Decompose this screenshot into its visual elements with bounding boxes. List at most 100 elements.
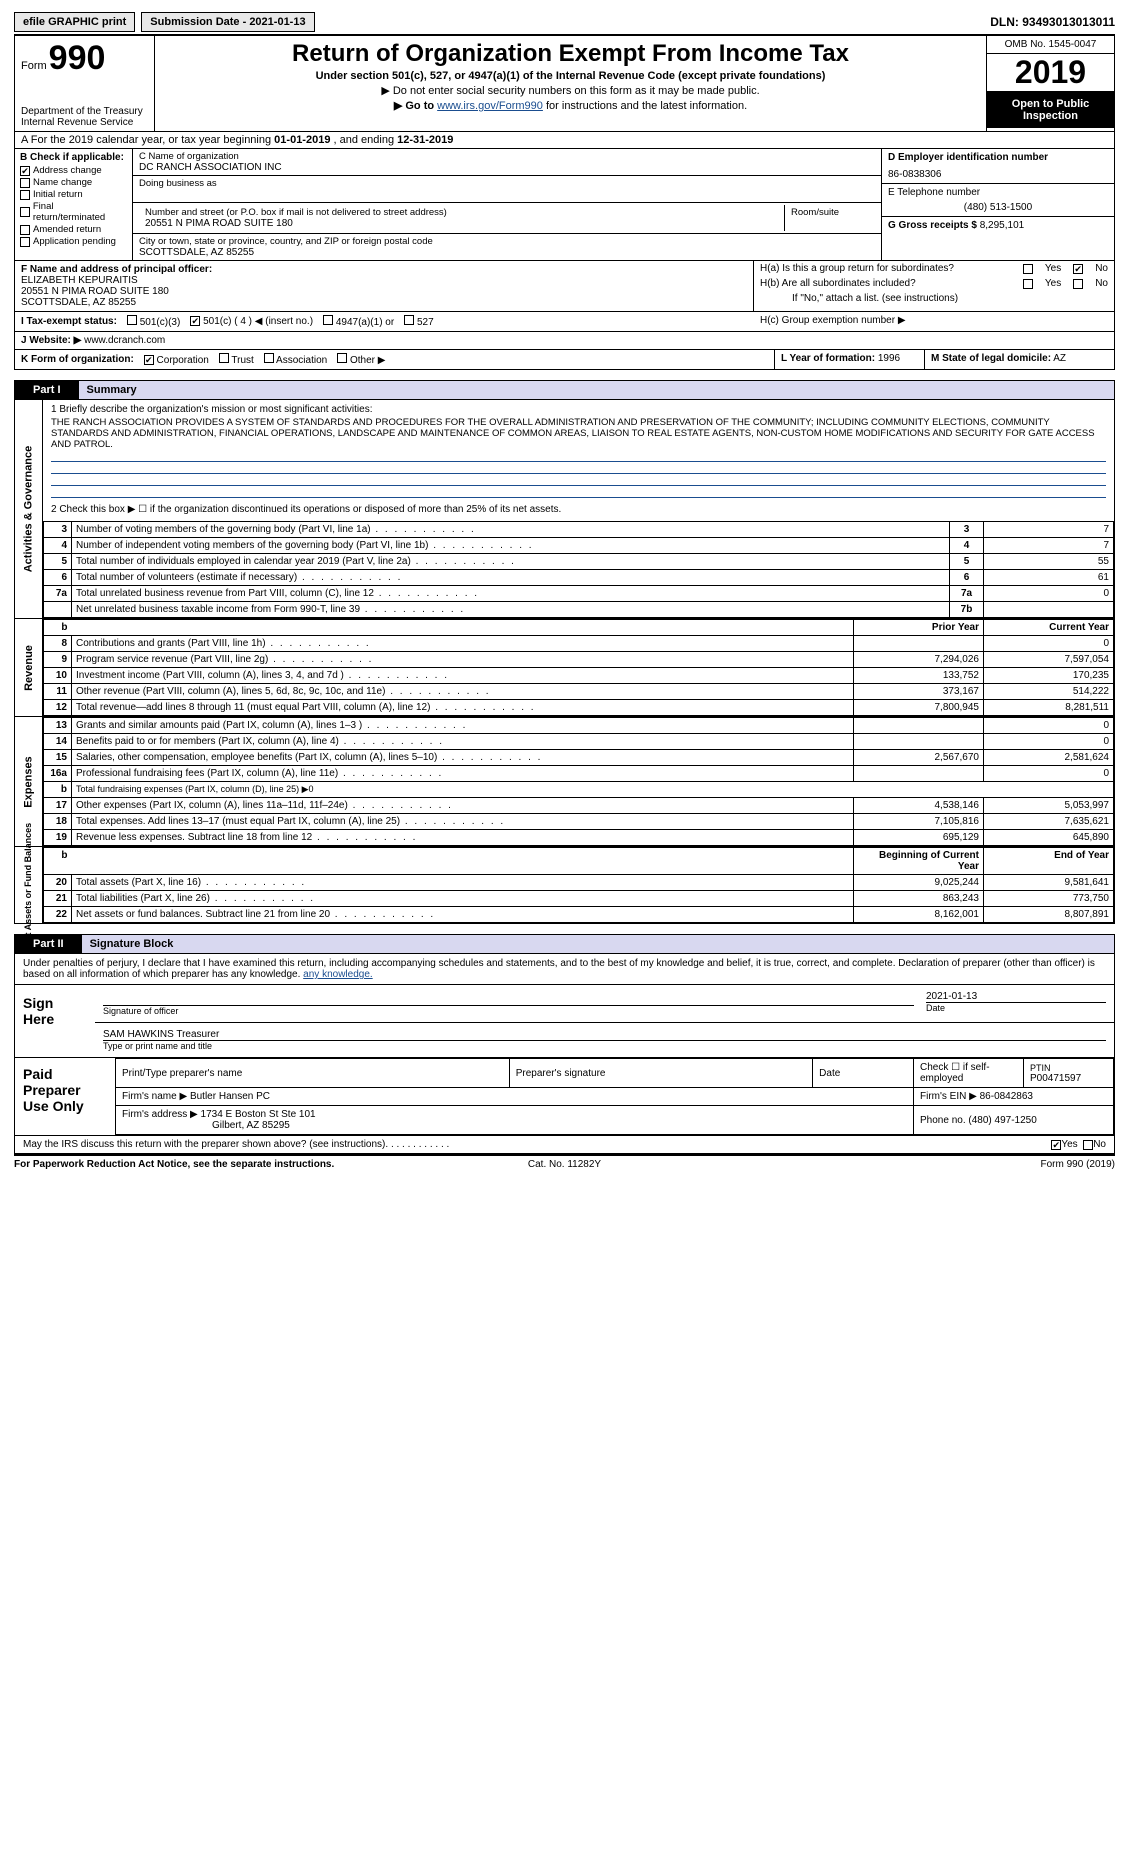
b-checkbox-3[interactable] [20, 207, 30, 217]
sig-officer-label: Signature of officer [103, 1005, 914, 1016]
open-to-public: Open to Public Inspection [987, 92, 1114, 128]
firm-addr1: 1734 E Boston St Ste 101 [201, 1109, 316, 1120]
tax-year: 2019 [987, 54, 1114, 92]
firm-name: Butler Hansen PC [190, 1091, 270, 1102]
street-address: 20551 N PIMA ROAD SUITE 180 [145, 218, 778, 229]
form-label: Form [21, 60, 47, 72]
paid-preparer-label: Paid Preparer Use Only [15, 1058, 115, 1135]
dept-label: Department of the Treasury Internal Reve… [21, 106, 148, 128]
q2-label: 2 Check this box ▶ ☐ if the organization… [51, 504, 1106, 515]
d-label: D Employer identification number [888, 152, 1048, 163]
city-state-zip: SCOTTSDALE, AZ 85255 [139, 247, 875, 258]
typed-name-label: Type or print name and title [103, 1040, 1106, 1051]
firm-ein: 86-0842863 [980, 1091, 1033, 1102]
b-checkbox-0[interactable] [20, 166, 30, 176]
firm-phone: (480) 497-1250 [968, 1115, 1036, 1126]
city-label: City or town, state or province, country… [139, 236, 875, 247]
section-b: B Check if applicable: Address changeNam… [15, 149, 133, 260]
b-checkbox-2[interactable] [20, 190, 30, 200]
k-checkbox-3[interactable] [337, 353, 347, 363]
perjury-statement: Under penalties of perjury, I declare th… [15, 954, 1114, 984]
submission-date: Submission Date - 2021-01-13 [141, 12, 314, 32]
firm-addr2: Gilbert, AZ 85295 [212, 1120, 290, 1131]
ag-table: 3Number of voting members of the governi… [43, 521, 1114, 618]
i-501c-checkbox[interactable] [190, 316, 200, 326]
i-527-checkbox[interactable] [404, 315, 414, 325]
officer-addr1: 20551 N PIMA ROAD SUITE 180 [21, 286, 169, 297]
date-label: Date [926, 1002, 1106, 1013]
org-name: DC RANCH ASSOCIATION INC [139, 162, 875, 173]
may-yes-checkbox[interactable] [1051, 1140, 1061, 1150]
section-k: K Form of organization: Corporation Trus… [15, 350, 774, 369]
any-knowledge-link[interactable]: any knowledge. [303, 969, 373, 980]
subtitle-3-pre: ▶ Go to [394, 100, 437, 112]
paperwork-notice: For Paperwork Reduction Act Notice, see … [14, 1159, 381, 1170]
officer-typed-name: SAM HAWKINS Treasurer [103, 1029, 1106, 1040]
revenue-tab: Revenue [15, 619, 43, 716]
part-2-header: Part IISignature Block [14, 934, 1115, 954]
may-irs-discuss: May the IRS discuss this return with the… [23, 1139, 385, 1150]
officer-name: ELIZABETH KEPURAITIS [21, 275, 138, 286]
k-checkbox-2[interactable] [264, 353, 274, 363]
f-label: F Name and address of principal officer: [21, 264, 212, 275]
b-checkbox-5[interactable] [20, 237, 30, 247]
page-footer: For Paperwork Reduction Act Notice, see … [14, 1154, 1115, 1173]
addr-label: Number and street (or P.O. box if mail i… [145, 207, 778, 218]
ptin: P00471597 [1030, 1073, 1107, 1084]
line-a: A For the 2019 calendar year, or tax yea… [14, 132, 1115, 149]
ha-yes-checkbox[interactable] [1023, 264, 1033, 274]
state-domicile: AZ [1053, 353, 1066, 364]
may-no-checkbox[interactable] [1083, 1140, 1093, 1150]
hb-no-checkbox[interactable] [1073, 279, 1083, 289]
hb-label: H(b) Are all subordinates included? [760, 278, 916, 289]
dba-label: Doing business as [139, 178, 875, 189]
hb-yes-checkbox[interactable] [1023, 279, 1033, 289]
dln: DLN: 93493013013011 [990, 15, 1115, 29]
i-501c3-checkbox[interactable] [127, 315, 137, 325]
i-4947-checkbox[interactable] [323, 315, 333, 325]
subtitle-1: Under section 501(c), 527, or 4947(a)(1)… [163, 70, 978, 82]
sign-here-label: Sign Here [15, 985, 95, 1057]
omb-number: OMB No. 1545-0047 [987, 36, 1114, 54]
officer-addr2: SCOTTSDALE, AZ 85255 [21, 297, 136, 308]
hb-note: If "No," attach a list. (see instruction… [754, 291, 1114, 306]
subtitle-2: ▶ Do not enter social security numbers o… [163, 84, 978, 97]
section-c: C Name of organizationDC RANCH ASSOCIATI… [133, 149, 882, 260]
website: www.dcranch.com [84, 335, 165, 346]
efile-button[interactable]: efile GRAPHIC print [14, 12, 135, 32]
section-f: F Name and address of principal officer:… [15, 261, 754, 311]
b-label: B Check if applicable: [20, 152, 127, 163]
activities-governance-tab: Activities & Governance [15, 400, 43, 618]
ein: 86-0838306 [888, 169, 1108, 180]
room-suite-label: Room/suite [785, 205, 875, 231]
section-l: L Year of formation: 1996 [774, 350, 924, 369]
e-label: E Telephone number [888, 187, 980, 198]
k-checkbox-1[interactable] [219, 353, 229, 363]
net-assets-tab: Net Assets or Fund Balances [15, 847, 43, 923]
telephone: (480) 513-1500 [888, 202, 1108, 213]
g-label: G Gross receipts $ [888, 220, 977, 231]
part-1-header: Part ISummary [14, 380, 1115, 400]
ha-no-checkbox[interactable] [1073, 264, 1083, 274]
cat-no: Cat. No. 11282Y [381, 1159, 748, 1170]
ha-label: H(a) Is this a group return for subordin… [760, 263, 954, 274]
b-checkbox-1[interactable] [20, 178, 30, 188]
gross-receipts: 8,295,101 [980, 220, 1025, 231]
net-assets-table: bBeginning of Current YearEnd of Year20T… [43, 847, 1114, 923]
section-h: H(a) Is this a group return for subordin… [754, 261, 1114, 311]
expenses-table: 13Grants and similar amounts paid (Part … [43, 717, 1114, 846]
k-checkbox-0[interactable] [144, 355, 154, 365]
preparer-table: Print/Type preparer's namePreparer's sig… [115, 1058, 1114, 1135]
form-header: Form990 Department of the Treasury Inter… [14, 34, 1115, 132]
form-ref: Form 990 (2019) [748, 1159, 1115, 1170]
irs-link[interactable]: www.irs.gov/Form990 [437, 100, 543, 112]
b-checkbox-4[interactable] [20, 225, 30, 235]
section-i: I Tax-exempt status: 501(c)(3) 501(c) ( … [15, 312, 754, 331]
i-label: I Tax-exempt status: [21, 316, 117, 327]
year-formation: 1996 [878, 353, 900, 364]
mission-description: THE RANCH ASSOCIATION PROVIDES A SYSTEM … [51, 417, 1106, 450]
c-name-label: C Name of organization [139, 151, 875, 162]
section-m: M State of legal domicile: AZ [924, 350, 1114, 369]
k-label: K Form of organization: [21, 354, 134, 365]
top-bar: efile GRAPHIC print Submission Date - 20… [14, 12, 1115, 32]
